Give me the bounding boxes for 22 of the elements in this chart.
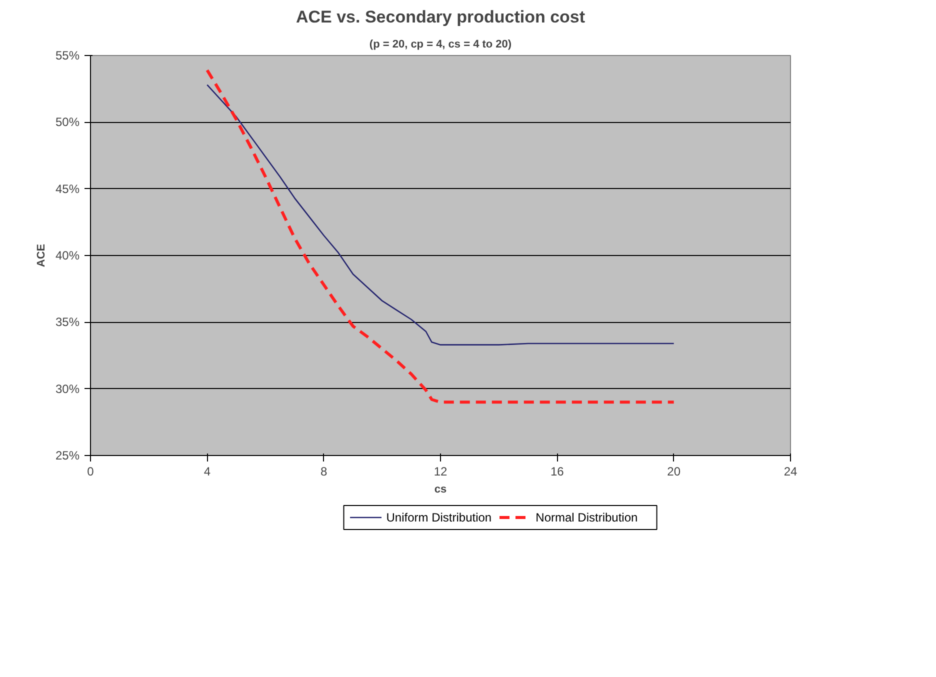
x-tick-label: 20	[667, 464, 681, 478]
x-tick-label: 0	[87, 464, 94, 478]
x-tick-label: 12	[434, 464, 448, 478]
line-series	[206, 68, 676, 404]
y-tick-label: 55%	[55, 48, 80, 62]
chart-subtitle: (p = 20, cp = 4, cs = 4 to 20)	[369, 38, 512, 50]
legend-label: Uniform Distribution	[386, 510, 492, 524]
y-axis-title: ACE	[35, 244, 48, 268]
legend-label: Normal Distribution	[536, 510, 638, 524]
x-tick-label: 24	[784, 464, 798, 478]
x-tick-label: 16	[550, 464, 564, 478]
y-tick-label: 50%	[55, 115, 80, 130]
x-axis-title: cs	[434, 484, 447, 496]
y-tick-label: 45%	[55, 182, 80, 196]
chart-title: ACE vs. Secondary production cost	[296, 8, 586, 26]
y-tick-label: 25%	[55, 448, 80, 462]
y-tick-label: 40%	[55, 248, 80, 262]
x-tick-label: 4	[204, 464, 211, 478]
y-tick-label: 30%	[55, 382, 80, 396]
x-tick-label: 8	[320, 464, 328, 478]
y-tick-label: 35%	[55, 315, 80, 330]
line-series	[206, 84, 674, 346]
